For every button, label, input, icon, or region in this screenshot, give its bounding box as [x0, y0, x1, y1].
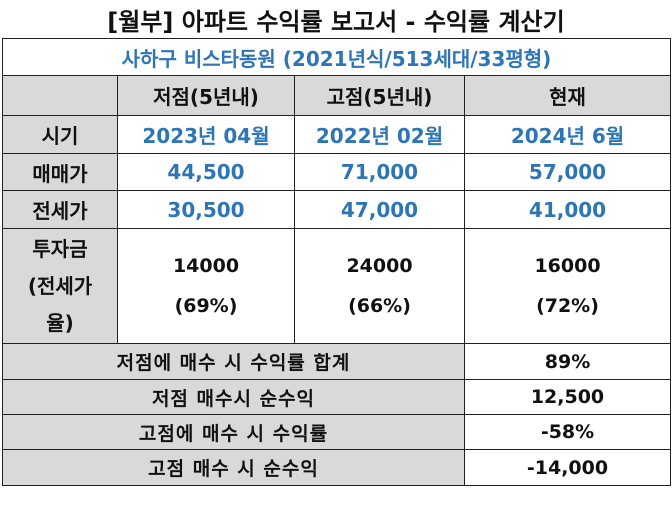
high-buy-profit-value: -14,000 — [464, 449, 671, 486]
sale-price-row: 매매가 44,500 71,000 57,000 — [2, 153, 671, 191]
summary-row: 저점 매수시 순수익 12,500 — [2, 379, 671, 415]
period-high: 2022년 02월 — [294, 115, 465, 154]
subtitle-row: 사하구 비스타동원 (2021년식/513세대/33평형) — [2, 38, 671, 76]
jeonse-price-label: 전세가 — [2, 190, 118, 229]
jeonse-price-low: 30,500 — [117, 190, 295, 229]
complex-subtitle: 사하구 비스타동원 (2021년식/513세대/33평형) — [2, 38, 671, 76]
investment-current: 16000 (72%) — [464, 228, 671, 344]
low-buy-profit-label: 저점 매수시 순수익 — [2, 379, 465, 415]
investment-amount: 16000 — [534, 255, 601, 277]
report-title: [월부] 아파트 수익률 보고서 - 수익률 계산기 — [107, 7, 565, 36]
period-label: 시기 — [2, 115, 118, 154]
investment-amount: 14000 — [172, 255, 240, 277]
high-buy-yield-value: -58% — [464, 414, 671, 450]
low-buy-yield-value: 89% — [464, 343, 671, 380]
jeonse-price-current: 41,000 — [464, 190, 671, 229]
yield-table: 사하구 비스타동원 (2021년식/513세대/33평형) 저점(5년내) 고점… — [2, 38, 671, 486]
cut-off-footnote — [0, 496, 672, 505]
summary-row: 고점 매수 시 순수익 -14,000 — [2, 449, 671, 486]
investment-label: 투자금 (전세가 율) — [2, 228, 118, 344]
summary-row: 저점에 매수 시 수익률 합계 89% — [2, 343, 671, 380]
col-header-current: 현재 — [464, 75, 671, 116]
summary-row: 고점에 매수 시 수익률 -58% — [2, 414, 671, 450]
high-buy-profit-label: 고점 매수 시 순수익 — [2, 449, 465, 486]
jeonse-price-row: 전세가 30,500 47,000 41,000 — [2, 190, 671, 229]
low-buy-yield-label: 저점에 매수 시 수익률 합계 — [2, 343, 465, 380]
investment-low: 14000 (69%) — [117, 228, 295, 344]
investment-amount: 24000 — [346, 255, 413, 277]
jeonse-ratio: (66%) — [348, 295, 411, 317]
col-header-high: 고점(5년내) — [294, 75, 465, 116]
sale-price-label: 매매가 — [2, 153, 118, 191]
sale-price-current: 57,000 — [464, 153, 671, 191]
jeonse-ratio: (69%) — [174, 295, 238, 317]
high-buy-yield-label: 고점에 매수 시 수익률 — [2, 414, 465, 450]
corner-cell — [2, 75, 118, 116]
investment-row: 투자금 (전세가 율) 14000 (69%) 24000 (66%) 1600… — [2, 228, 671, 344]
period-low: 2023년 04월 — [117, 115, 295, 154]
investment-label-line: (전세가 — [27, 273, 93, 298]
low-buy-profit-value: 12,500 — [464, 379, 671, 415]
period-current: 2024년 6월 — [464, 115, 671, 154]
investment-label-line: 율) — [46, 310, 74, 335]
col-header-low: 저점(5년내) — [117, 75, 295, 116]
investment-label-line: 투자금 — [32, 236, 88, 261]
jeonse-ratio: (72%) — [536, 295, 599, 317]
sale-price-high: 71,000 — [294, 153, 465, 191]
sale-price-low: 44,500 — [117, 153, 295, 191]
column-header-row: 저점(5년내) 고점(5년내) 현재 — [2, 75, 671, 116]
investment-high: 24000 (66%) — [294, 228, 465, 344]
period-row: 시기 2023년 04월 2022년 02월 2024년 6월 — [2, 115, 671, 154]
jeonse-price-high: 47,000 — [294, 190, 465, 229]
